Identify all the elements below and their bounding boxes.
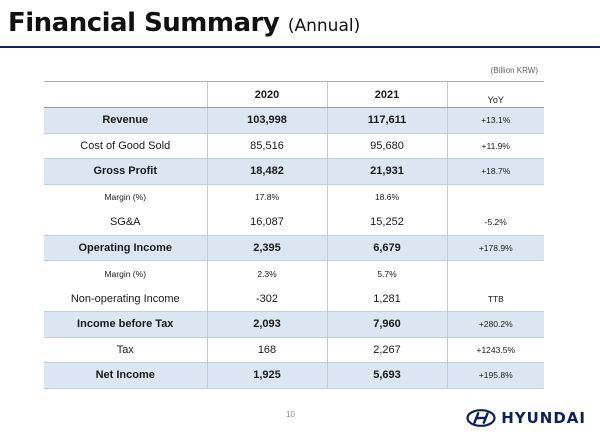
value-2020: -302 (206, 286, 327, 312)
row-label: Cost of Good Sold (80, 139, 171, 152)
header-2020: 2020 (206, 81, 327, 108)
value-yoy: TTB (446, 286, 544, 312)
value-2021: 5.7% (326, 260, 447, 286)
row-label: SG&A (109, 216, 141, 228)
value-2021: 95,680 (326, 133, 447, 159)
value-2021: 21,931 (326, 158, 447, 185)
value-yoy: -5.2% (446, 209, 544, 235)
row-label: Gross Profit (44, 158, 207, 185)
value-yoy (446, 260, 544, 286)
value-yoy: +195.8% (446, 362, 544, 389)
value-2020: 17.8% (206, 184, 327, 210)
row-label: Non-operating Income (70, 292, 180, 305)
value-2021: 7,960 (326, 311, 447, 338)
table-row: SG&A 16,087 15,252 -5.2% (44, 209, 544, 235)
table-row: Revenue 103,998 117,611 +13.1% (44, 107, 544, 134)
table-row: Non-operating Income -302 1,281 TTB (44, 286, 544, 312)
value-2021: 2,267 (326, 337, 447, 363)
value-2020: 168 (206, 337, 327, 363)
page-title-main: Financial Summary (8, 8, 280, 38)
value-2020: 1,925 (206, 362, 327, 389)
table-row: Tax 168 2,267 +1243.5% (44, 337, 544, 363)
value-2020: 16,087 (206, 209, 327, 235)
table-row: Income before Tax 2,093 7,960 +280.2% (44, 311, 544, 338)
value-yoy: +13.1% (446, 107, 544, 134)
value-yoy: +1243.5% (446, 337, 544, 363)
value-yoy: +280.2% (446, 311, 544, 338)
value-2021: 6,679 (326, 234, 447, 261)
row-label: Operating Income (44, 234, 207, 261)
table-row: Net Income 1,925 5,693 +195.8% (44, 362, 544, 389)
page-number: 10 (286, 410, 295, 419)
value-2020: 103,998 (206, 107, 327, 134)
hyundai-logo: HYUNDAI (466, 409, 586, 427)
financial-summary-table: 2020 2021 YoY Revenue 103,998 117,611 +13.1… (44, 81, 544, 389)
value-2020: 18,482 (206, 158, 327, 185)
table-header-row: 2020 2021 YoY (44, 81, 544, 108)
row-label: Revenue (44, 107, 207, 134)
logo-text: HYUNDAI (501, 409, 586, 427)
row-label: Net Income (44, 362, 207, 389)
value-2021: 117,611 (326, 107, 447, 134)
value-yoy: +18.7% (446, 158, 544, 185)
table-row: Margin (%) 2.3% 5.7% (44, 260, 544, 286)
value-2021: 15,252 (326, 209, 447, 235)
value-2021: 1,281 (326, 286, 447, 312)
table-row: Operating Income 2,395 6,679 +178.9% (44, 234, 544, 261)
table-row: Margin (%) 17.8% 18.6% (44, 184, 544, 210)
row-label: Margin (%) (104, 268, 147, 279)
value-2020: 85,516 (206, 133, 327, 159)
value-2020: 2.3% (206, 260, 327, 286)
row-label: Margin (%) (104, 192, 147, 202)
table-row: Cost of Good Sold 85,516 95,680 +11.9% (44, 133, 544, 159)
page-subtitle: (Annual) (287, 16, 361, 36)
table-row: Gross Profit 18,482 21,931 +18.7% (44, 158, 544, 185)
header-2021: 2021 (326, 81, 447, 108)
value-2020: 2,395 (206, 234, 327, 261)
title-divider (0, 46, 600, 48)
hyundai-logo-icon (466, 409, 496, 427)
page-title: Financial Summary (Annual) (8, 8, 360, 38)
row-label: Tax (116, 343, 134, 356)
table-body: Revenue 103,998 117,611 +13.1% Cost of Good … (44, 107, 544, 389)
value-2021: 5,693 (326, 362, 447, 389)
header-yoy: YoY (446, 81, 544, 108)
value-2021: 18.6% (326, 184, 447, 210)
value-yoy: +11.9% (446, 133, 544, 159)
row-label: Income before Tax (44, 311, 207, 338)
value-yoy (446, 184, 544, 210)
value-yoy: +178.9% (446, 234, 544, 261)
unit-note: (Billion KRW) (490, 66, 538, 75)
value-2020: 2,093 (206, 311, 327, 338)
header-label-column (44, 81, 207, 108)
